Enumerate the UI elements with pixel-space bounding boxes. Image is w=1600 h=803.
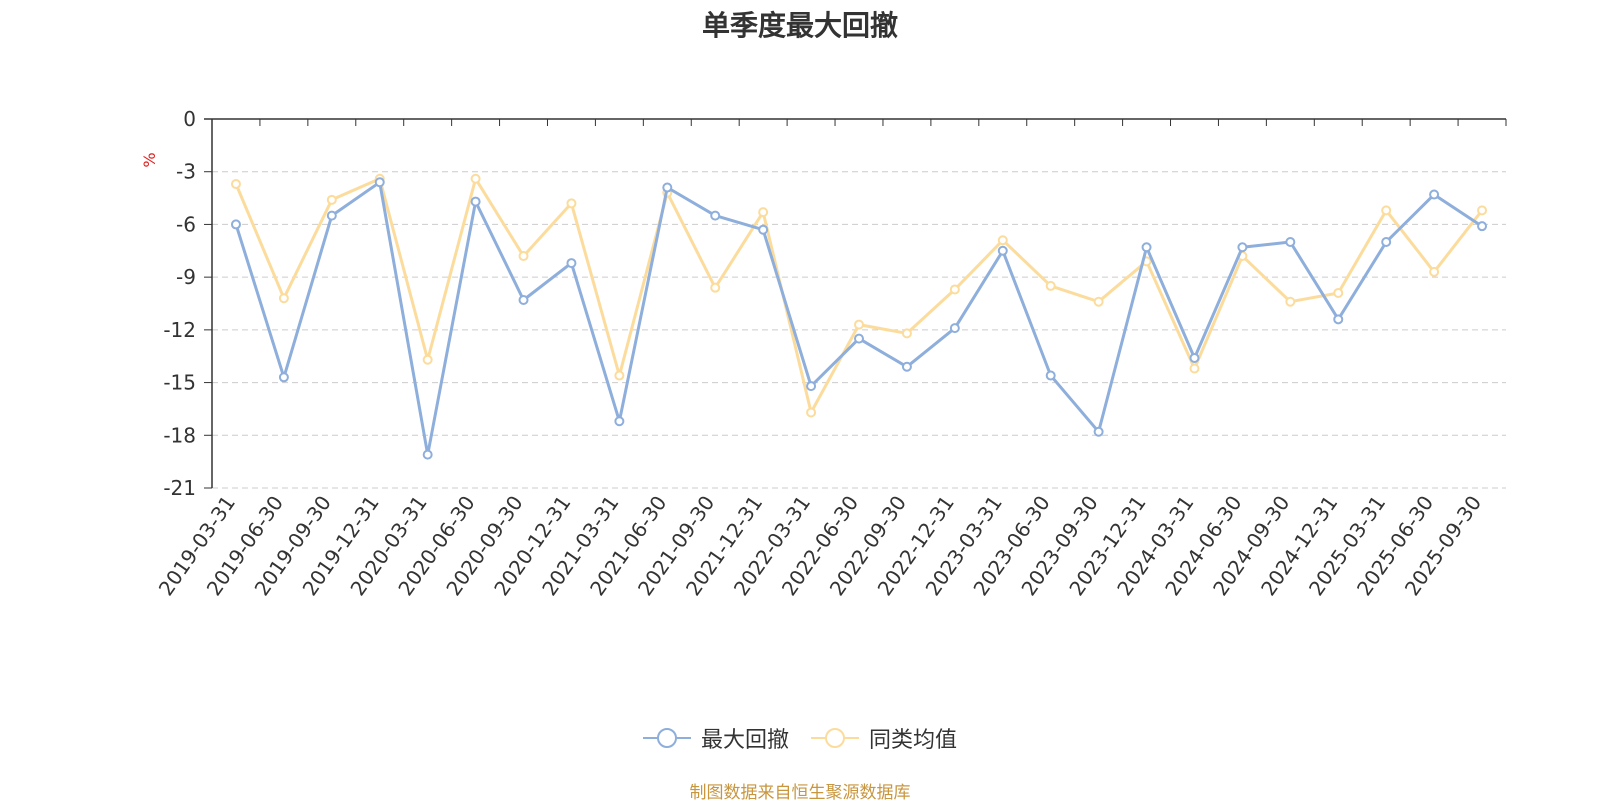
legend-marker-icon <box>811 728 859 748</box>
legend: 最大回撤 同类均值 <box>0 718 1600 758</box>
data-point-1 <box>1189 363 1200 374</box>
data-point-0 <box>1333 314 1344 325</box>
data-point-0 <box>566 258 577 269</box>
data-point-0 <box>949 323 960 334</box>
data-point-0 <box>278 372 289 383</box>
data-point-0 <box>1237 242 1248 253</box>
y-tick-label: -3 <box>176 160 196 184</box>
data-point-1 <box>518 251 529 262</box>
data-point-1 <box>949 284 960 295</box>
data-point-0 <box>326 210 337 221</box>
data-point-0 <box>1141 242 1152 253</box>
data-point-0 <box>374 177 385 188</box>
data-point-1 <box>566 198 577 209</box>
data-point-0 <box>422 449 433 460</box>
data-point-0 <box>1285 237 1296 247</box>
y-tick-label: 0 <box>183 107 196 131</box>
data-point-1 <box>1045 280 1056 291</box>
data-point-0 <box>806 381 817 392</box>
data-point-0 <box>1477 221 1488 232</box>
data-point-1 <box>997 235 1008 246</box>
data-point-1 <box>470 173 481 184</box>
data-point-0 <box>710 210 721 221</box>
data-point-1 <box>1333 287 1344 298</box>
data-point-0 <box>230 219 241 230</box>
data-point-1 <box>278 293 289 304</box>
y-tick-label: -18 <box>163 423 196 447</box>
data-point-1 <box>326 194 337 205</box>
data-point-1 <box>1285 296 1296 307</box>
data-point-1 <box>422 354 433 365</box>
data-point-0 <box>1093 426 1104 437</box>
data-point-1 <box>901 328 912 339</box>
data-point-1 <box>854 319 864 330</box>
data-point-0 <box>854 333 864 344</box>
y-tick-label: -15 <box>163 371 196 395</box>
data-point-0 <box>662 182 673 193</box>
legend-label: 同类均值 <box>869 728 958 753</box>
data-point-1 <box>230 179 241 190</box>
y-tick-label: -12 <box>163 318 196 342</box>
data-point-0 <box>1381 237 1392 247</box>
legend-item-series-0[interactable]: 最大回撤 <box>642 722 789 754</box>
data-point-1 <box>1381 205 1392 216</box>
data-point-1 <box>1477 205 1488 216</box>
data-point-1 <box>614 370 625 381</box>
data-point-0 <box>1189 352 1200 363</box>
data-point-0 <box>470 196 481 207</box>
series-line-1 <box>234 177 1484 414</box>
data-point-0 <box>758 224 769 235</box>
data-point-1 <box>1429 266 1440 277</box>
data-point-1 <box>1093 296 1104 307</box>
y-tick-label: -9 <box>176 265 196 289</box>
legend-item-series-1[interactable]: 同类均值 <box>811 722 957 754</box>
data-point-0 <box>997 245 1008 256</box>
data-point-0 <box>1045 370 1056 381</box>
y-tick-label: -6 <box>176 212 196 236</box>
series-line-0 <box>234 180 1483 457</box>
data-point-1 <box>710 282 721 293</box>
legend-marker-icon <box>642 728 691 748</box>
y-tick-label: -21 <box>163 476 196 500</box>
y-axis-label: % <box>140 152 159 167</box>
data-point-0 <box>518 294 529 305</box>
data-point-0 <box>614 416 625 427</box>
legend-label: 最大回撤 <box>700 728 789 753</box>
source-note: 制图数据来自恒生聚源数据库 <box>689 783 911 803</box>
data-point-0 <box>901 361 912 372</box>
data-point-1 <box>806 407 817 418</box>
data-point-0 <box>1429 189 1440 200</box>
data-point-1 <box>758 207 769 218</box>
chart-title: 单季度最大回撤 <box>701 9 898 42</box>
